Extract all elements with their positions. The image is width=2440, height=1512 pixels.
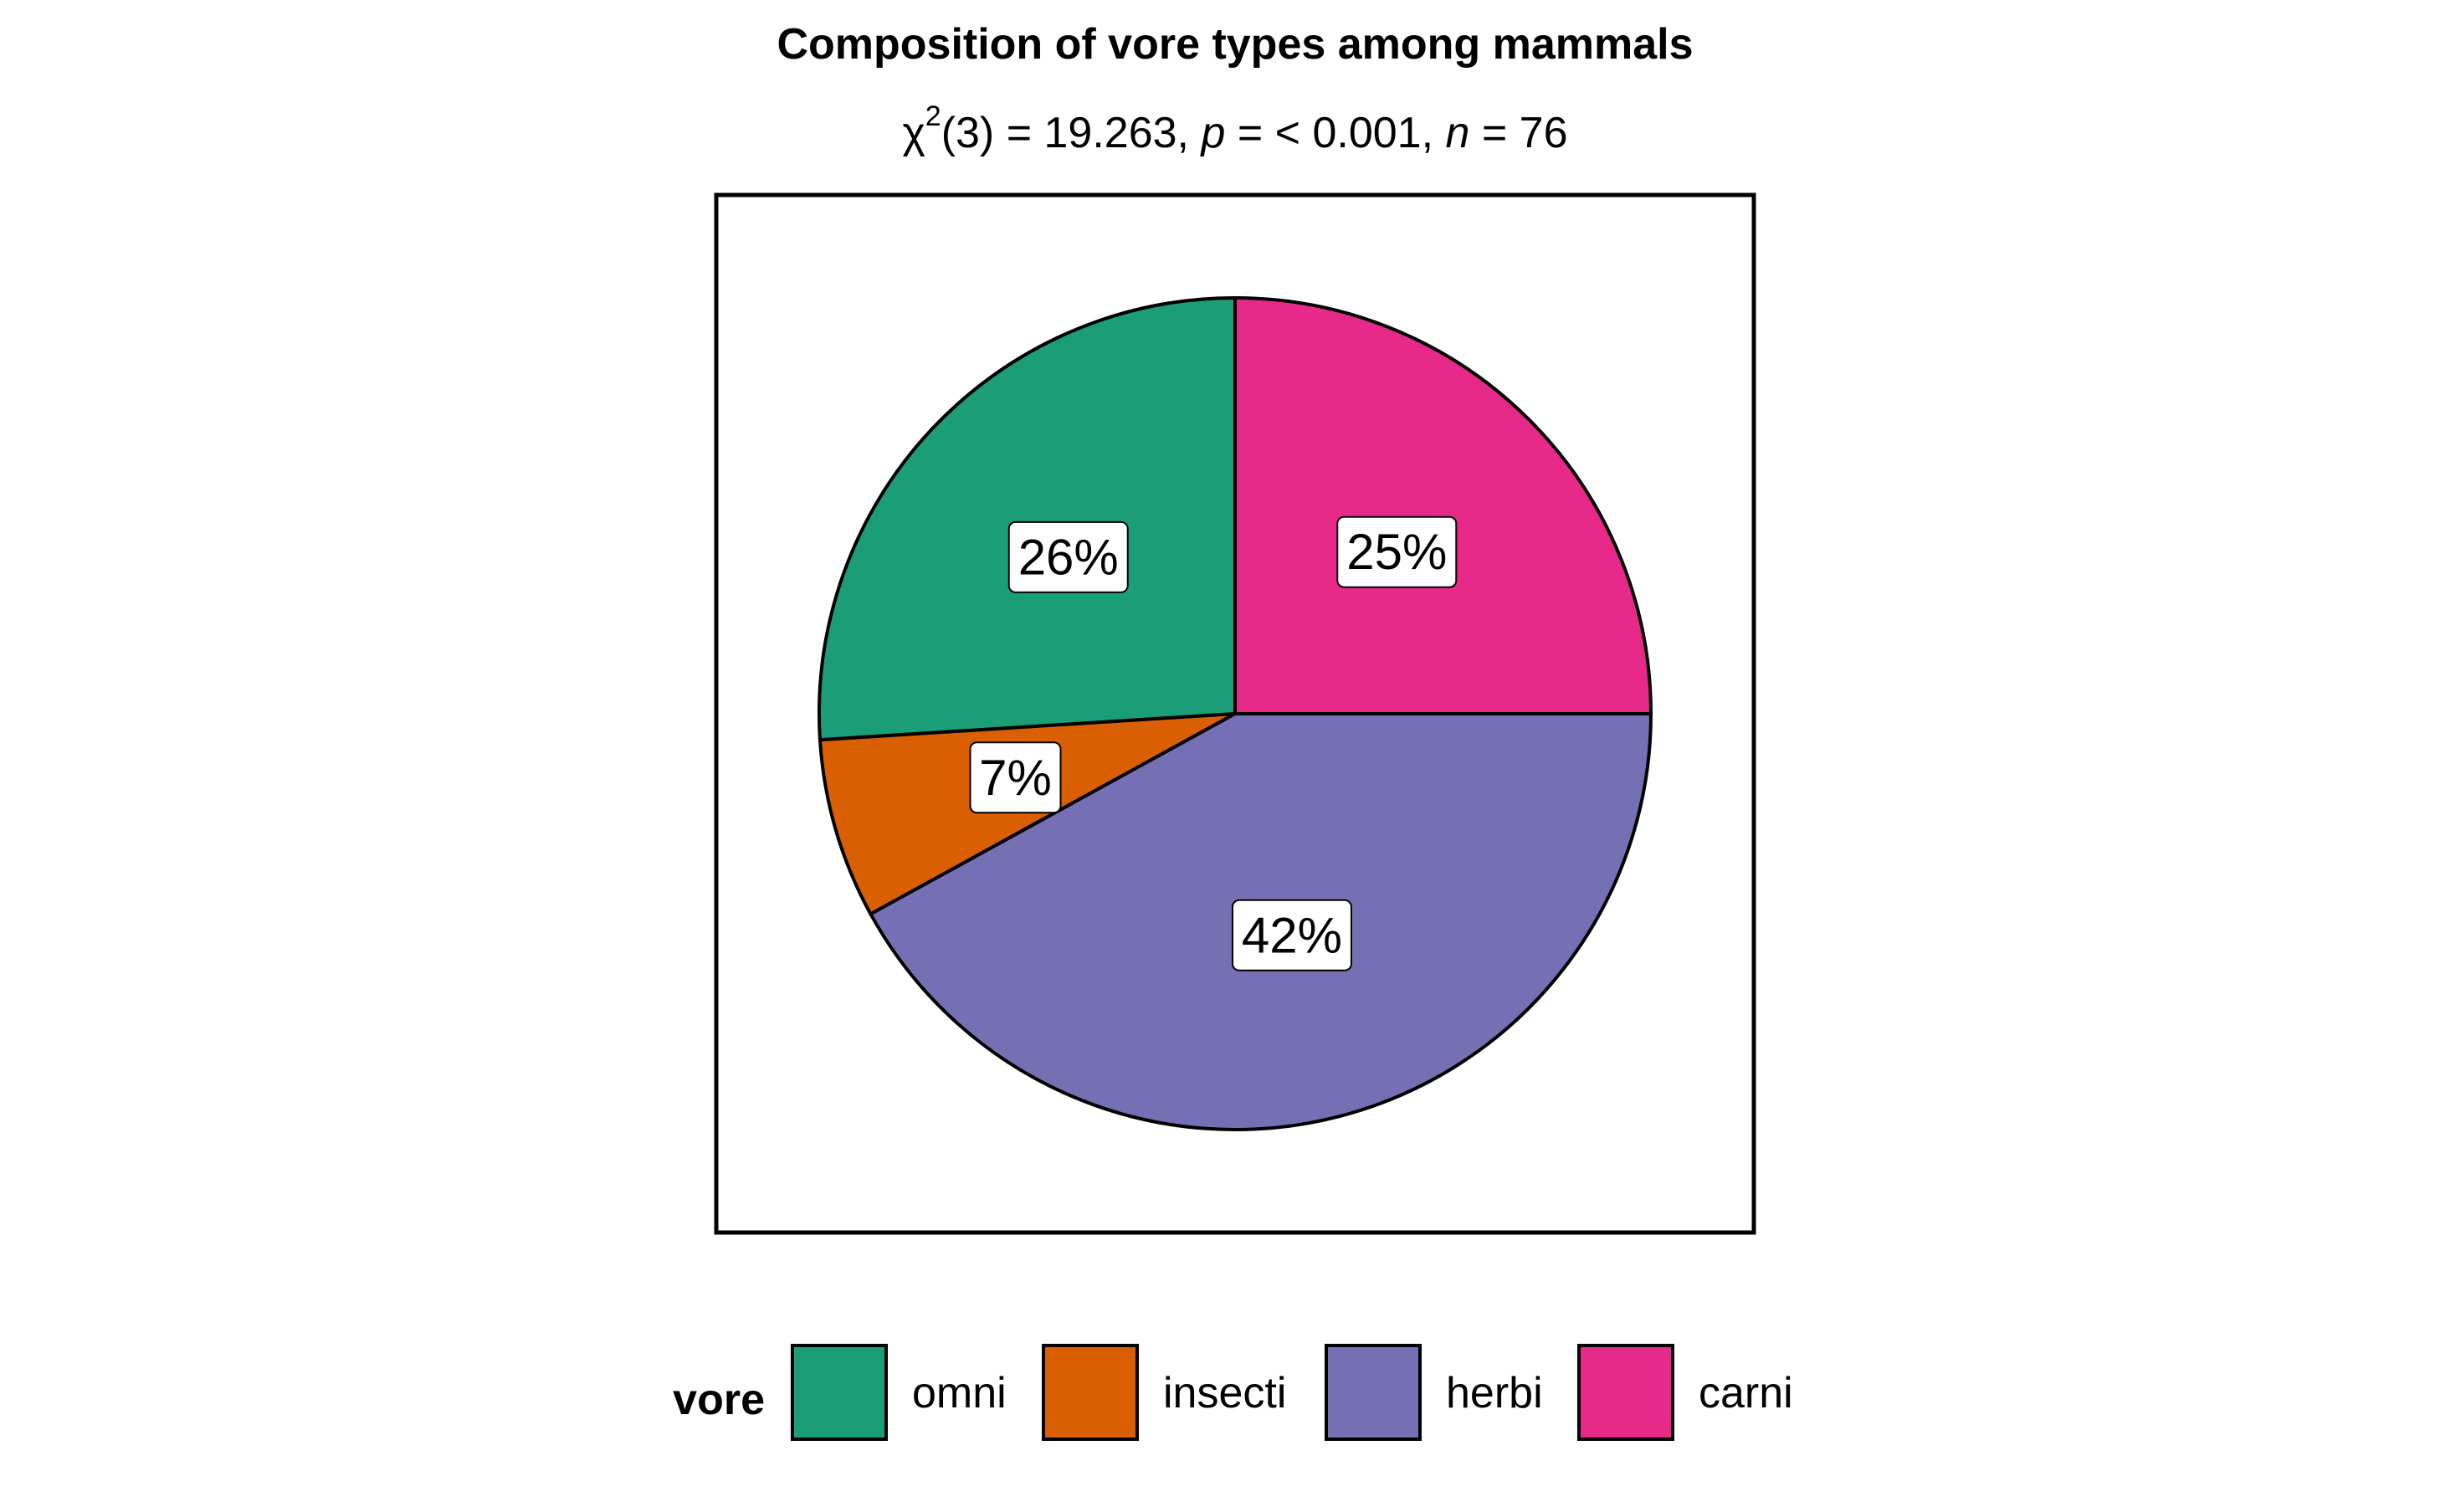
subtitle-n-value: = 76 — [1469, 109, 1567, 157]
subtitle-chi-superscript: 2 — [925, 100, 941, 132]
subtitle-chi: χ — [902, 109, 925, 157]
legend-label-carni: carni — [1699, 1369, 1793, 1417]
legend-key-omni — [791, 1344, 888, 1441]
legend-label-omni: omni — [912, 1369, 1007, 1417]
subtitle-n-symbol: n — [1445, 109, 1469, 157]
pie-slices — [818, 295, 1653, 1131]
slice-label-box-carni — [1336, 515, 1458, 588]
slice-label-carni: 25% — [1346, 524, 1447, 580]
legend-key-carni — [1577, 1344, 1674, 1441]
slice-label-omni: 26% — [1018, 529, 1119, 585]
legend-label-insecti: insecti — [1163, 1369, 1286, 1417]
legend-key-herbi — [1325, 1344, 1422, 1441]
legend-key-insecti — [1042, 1344, 1139, 1441]
chart-title: Composition of vore types among mammals — [777, 20, 1693, 69]
pie-slice-carni — [1233, 295, 1653, 715]
legend-items: omni insecti herbi carni — [791, 1344, 1793, 1441]
slice-label-box-herbi — [1231, 899, 1352, 971]
chart-subtitle: χ2(3) = 19.263, p = < 0.001, n = 76 — [902, 100, 1567, 157]
subtitle-p-value: = < 0.001, — [1225, 109, 1445, 157]
pie-slice-labels: 26% 7% 42% 25% — [969, 515, 1458, 971]
legend-title: vore — [673, 1376, 765, 1424]
slice-label-box-insecti — [969, 741, 1062, 814]
legend-label-herbi: herbi — [1446, 1369, 1543, 1417]
subtitle-statistic: (3) = 19.263, — [941, 109, 1202, 157]
slice-label-insecti: 7% — [979, 750, 1052, 806]
subtitle-p-symbol: p — [1199, 109, 1225, 157]
pie-slice-insecti — [818, 712, 1236, 917]
slice-label-herbi: 42% — [1242, 907, 1342, 963]
pie-slice-omni — [818, 295, 1237, 742]
legend: vore omni insecti herbi carni — [673, 1344, 1793, 1441]
slice-label-box-omni — [1007, 520, 1129, 593]
